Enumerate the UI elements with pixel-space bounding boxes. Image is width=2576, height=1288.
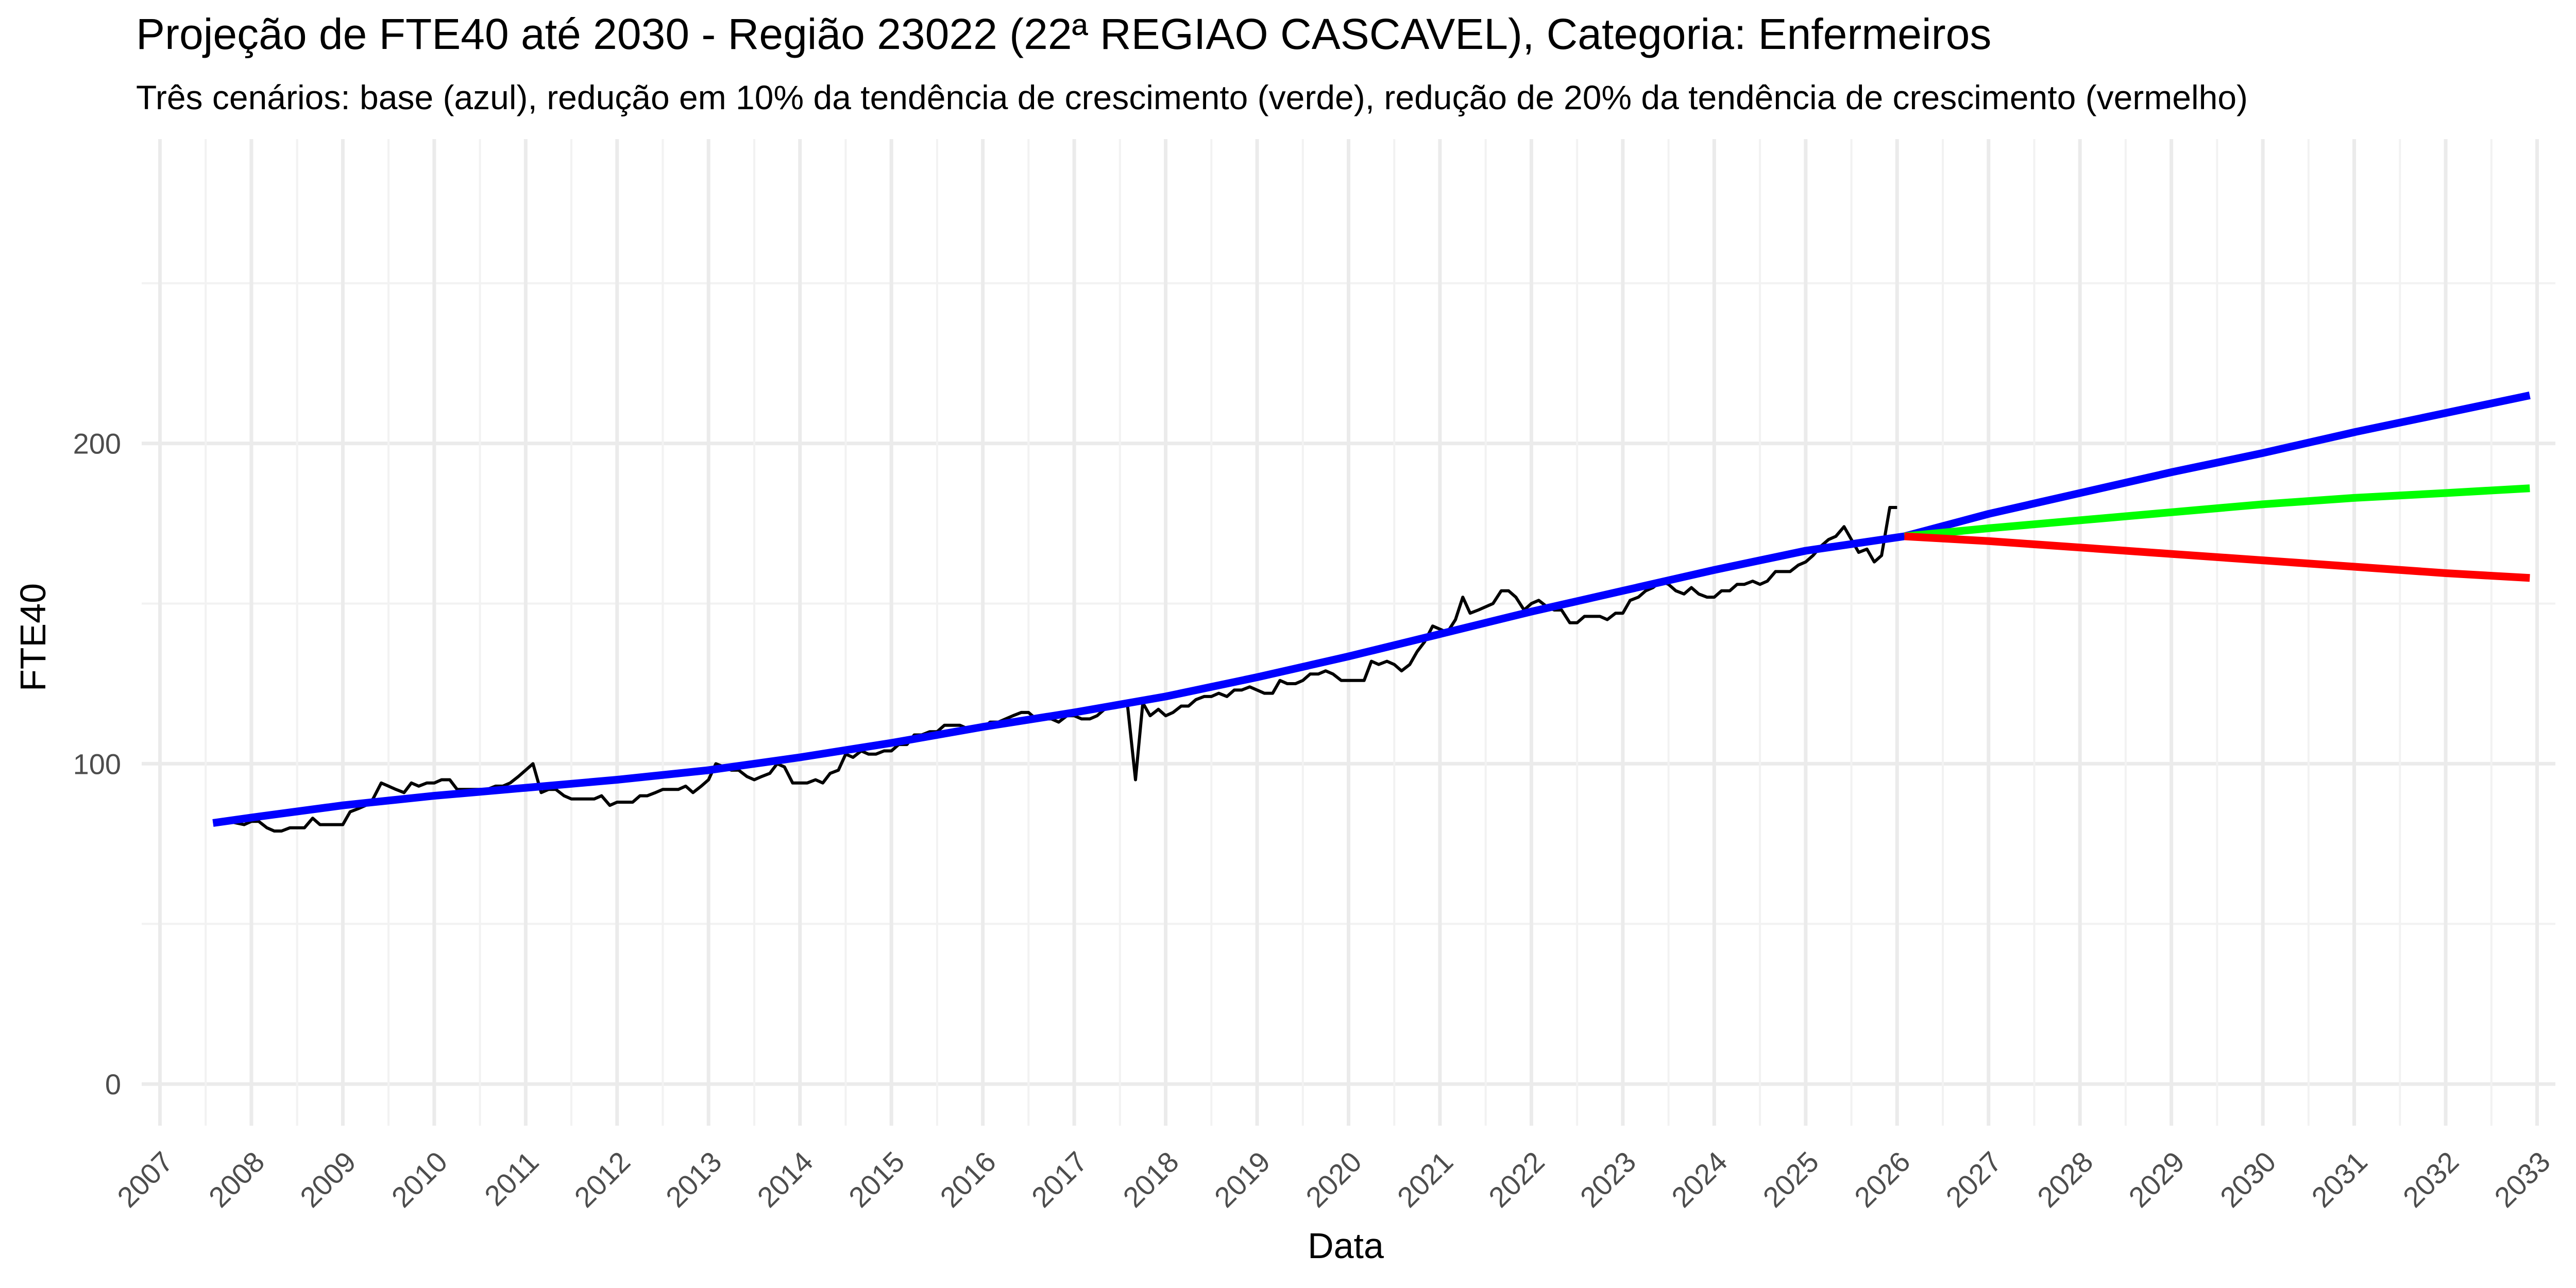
y-axis-title: FTE40 (13, 583, 53, 691)
observed-series-line (213, 506, 1897, 833)
series-layer (212, 392, 2531, 833)
minus10-scenario-line (1904, 484, 2530, 540)
y-tick-label: 100 (73, 748, 121, 780)
grid-lines (142, 139, 2555, 1126)
y-axis-tick-labels: 0 100 200 (73, 428, 121, 1101)
minus20-scenario-line (1904, 532, 2530, 582)
y-tick-label: 0 (105, 1068, 121, 1100)
x-axis-title: Data (1308, 1226, 1384, 1266)
base-scenario-line (212, 392, 2531, 827)
chart-subtitle: Três cenários: base (azul), redução em 1… (136, 78, 2248, 116)
y-tick-label: 200 (73, 428, 121, 460)
chart-title: Projeção de FTE40 até 2030 - Região 2302… (136, 10, 1991, 58)
